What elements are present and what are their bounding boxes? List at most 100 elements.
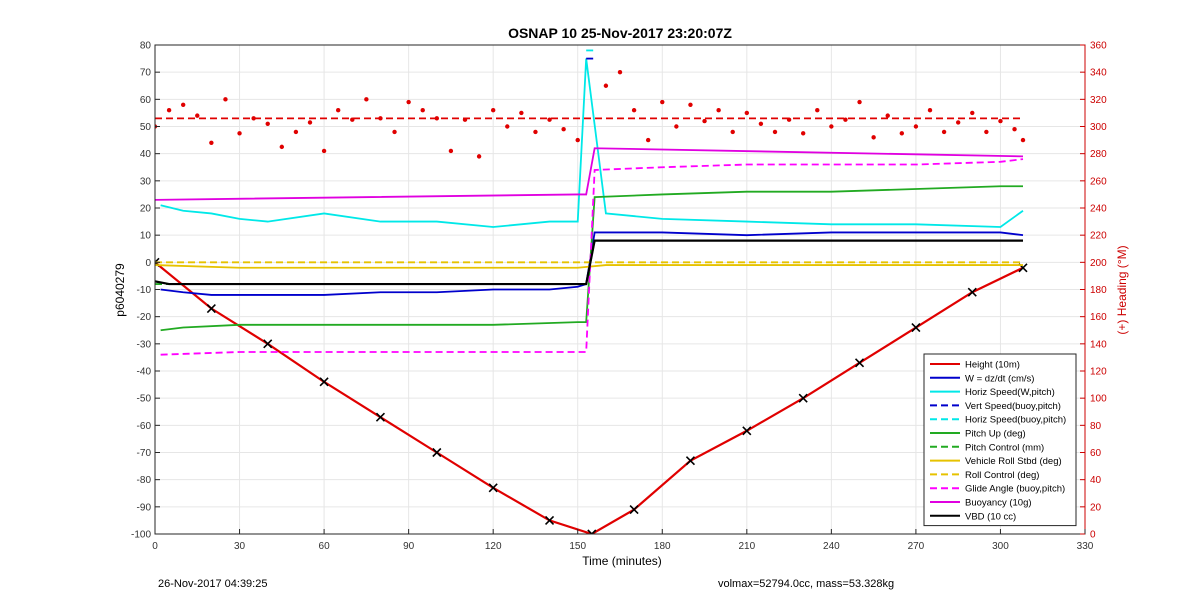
series-line-height-10m — [155, 261, 1024, 534]
series-line-w-dz-dt-cm-s — [160, 231, 1024, 296]
heading-point — [857, 99, 862, 105]
height-marker — [629, 504, 639, 515]
heading-point — [913, 124, 919, 129]
heading-point — [575, 137, 580, 143]
heading-point — [829, 124, 834, 129]
heading-point — [674, 124, 679, 129]
heading-point — [223, 97, 228, 102]
heading-point — [209, 140, 214, 145]
y-tick-label: -40 — [137, 367, 152, 378]
y-tick-label: -70 — [137, 448, 152, 459]
heading-point — [561, 127, 566, 132]
y-tick-label: 30 — [140, 176, 152, 187]
series-line-buoyancy-10g — [155, 147, 1024, 201]
x-tick-label: 0 — [152, 541, 158, 552]
x-tick-label: 180 — [654, 541, 671, 552]
heading-point — [237, 131, 242, 136]
y-right-tick-label: 20 — [1090, 502, 1102, 513]
heading-point — [800, 131, 806, 136]
axes: 0 30 60 90 120 150 180 210 240 270 300 330-100-90-8… — [131, 41, 1107, 553]
heading-point — [702, 118, 707, 124]
y-tick-label: -100 — [131, 530, 151, 541]
height-marker — [544, 515, 555, 525]
heading-point — [505, 124, 510, 129]
heading-point — [1012, 127, 1017, 132]
heading-point — [885, 113, 890, 118]
y-tick-label: -90 — [137, 502, 152, 513]
heading-point — [335, 108, 341, 113]
legend-label-vehicle-roll-stbd-deg: Vehicle Roll Stbd (deg) — [965, 456, 1062, 467]
legend-label-horiz-speed-w-pitch: Horiz Speed(W,pitch) — [965, 387, 1055, 398]
heading-point — [251, 116, 256, 121]
y-right-tick-label: 240 — [1090, 204, 1107, 215]
y-right-tick-label: 160 — [1090, 312, 1107, 323]
heading-point — [448, 148, 454, 154]
y-right-tick-label: 120 — [1090, 367, 1107, 378]
chart-title: OSNAP 10 25-Nov-2017 23:20:07Z — [508, 25, 732, 41]
legend-label-height-10m: Height (10m) — [965, 360, 1020, 371]
legend-label-horiz-speed-buoy-pitch: Horiz Speed(buoy,pitch) — [965, 415, 1066, 426]
x-tick-label: 30 — [234, 541, 246, 552]
heading-point — [307, 120, 313, 125]
y-right-tick-label: 0 — [1090, 530, 1096, 541]
series-line-pitch-up-deg — [160, 185, 1023, 332]
y-tick-label: -20 — [137, 312, 152, 323]
heading-point — [927, 108, 933, 113]
heading-point — [166, 108, 172, 113]
legend-label-buoyancy-10g: Buoyancy (10g) — [965, 498, 1032, 509]
y-tick-label: 10 — [140, 231, 152, 242]
height-marker — [263, 339, 273, 349]
legend-label-w-dz-dt-cm-s: W = dz/dt (cm/s) — [965, 373, 1034, 384]
heading-point — [758, 121, 764, 126]
heading-point — [321, 148, 327, 154]
heading-point — [688, 102, 693, 107]
heading-point — [420, 108, 425, 113]
y-right-tick-label: 340 — [1090, 68, 1107, 79]
heading-point — [899, 131, 905, 136]
series-line-horiz-speed-w-pitch — [160, 58, 1024, 228]
heading-point — [519, 110, 524, 116]
heading-point — [730, 129, 735, 135]
legend-label-roll-control-deg: Roll Control (deg) — [965, 470, 1039, 481]
heading-point — [772, 129, 778, 135]
legend-label-pitch-up-deg: Pitch Up (deg) — [965, 429, 1026, 440]
y-tick-label: 70 — [140, 68, 152, 79]
y-tick-label: 50 — [140, 122, 152, 133]
heading-point — [744, 110, 750, 116]
heading-point — [279, 144, 285, 150]
series-line-vbd-10-cc — [155, 239, 1023, 286]
heading-point — [364, 97, 369, 102]
series-line-vehicle-roll-stbd-deg — [155, 264, 1023, 269]
heading-point — [1020, 137, 1026, 143]
y-tick-label: 60 — [140, 95, 152, 106]
x-tick-label: 240 — [823, 541, 840, 552]
y-right-tick-label: 360 — [1090, 41, 1107, 52]
x-tick-label: 150 — [569, 541, 586, 552]
y-right-tick-label: 180 — [1090, 285, 1107, 296]
y-right-tick-label: 60 — [1090, 448, 1102, 459]
heading-point — [631, 108, 637, 113]
y-right-tick-label: 280 — [1090, 149, 1107, 160]
y-right-tick-label: 260 — [1090, 176, 1107, 187]
height-marker — [206, 303, 216, 314]
x-tick-label: 90 — [403, 541, 415, 552]
height-marker — [685, 456, 696, 466]
height-marker — [798, 393, 808, 403]
heading-point — [998, 118, 1003, 124]
heading-point — [871, 135, 876, 140]
y-right-tick-label: 80 — [1090, 421, 1102, 432]
y-tick-label: -60 — [137, 421, 152, 432]
legend-label-pitch-control-mm: Pitch Control (mm) — [965, 442, 1044, 453]
height-marker — [967, 287, 977, 297]
x-tick-label: 270 — [908, 541, 925, 552]
legend: Height (10m) W = dz/dt (cm/s) Horiz Speed(… — [923, 353, 1077, 527]
heading-point — [617, 69, 623, 75]
heading-point — [293, 129, 299, 135]
height-marker — [319, 377, 329, 387]
height-marker — [742, 426, 752, 436]
legend-label-vbd-10-cc: VBD (10 cc) — [965, 511, 1016, 522]
legend-label-vert-speed-buoy-pitch: Vert Speed(buoy,pitch) — [965, 401, 1061, 412]
heading-point — [660, 99, 665, 105]
heading-point — [645, 137, 651, 143]
